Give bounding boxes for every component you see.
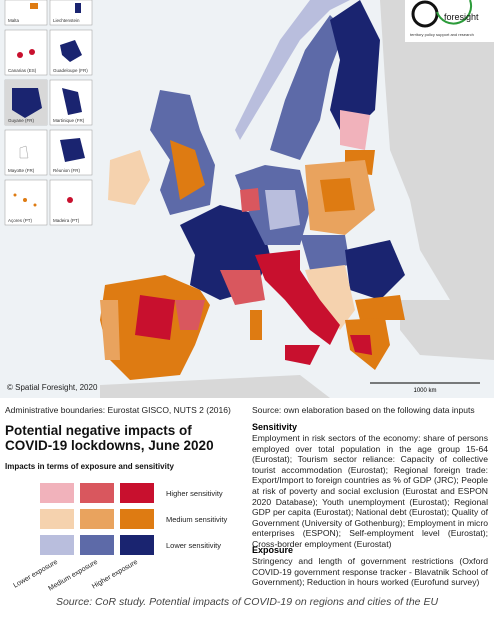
region: [170, 140, 205, 200]
legend-row-label: Higher sensitivity: [166, 489, 223, 498]
inset-box: [49, 129, 93, 176]
inset-region: [33, 203, 37, 207]
region: [320, 178, 355, 212]
region: [135, 295, 175, 340]
sensitivity-heading: Sensitivity: [252, 422, 298, 432]
legend-cell: [80, 483, 114, 503]
inset-region: [23, 198, 27, 202]
inset-region: [30, 3, 38, 9]
inset-region: [17, 52, 23, 58]
inset-label: Martinique (FR): [53, 118, 85, 123]
inset-region: [29, 49, 35, 55]
region: [235, 0, 350, 140]
region: [300, 235, 350, 270]
region: [285, 345, 320, 365]
inset-box: [4, 0, 48, 26]
region: [250, 310, 262, 340]
region: [108, 150, 150, 205]
land: [100, 375, 330, 398]
inset-label: Madeira (PT): [53, 218, 80, 223]
legend: Higher sensitivity Medium sensitivity Lo…: [12, 483, 228, 593]
legend-cells: [40, 483, 154, 555]
copyright: © Spatial Foresight, 2020: [7, 383, 98, 392]
region: [265, 190, 300, 230]
region: [330, 0, 380, 140]
exposure-text: Stringency and length of government rest…: [252, 556, 488, 588]
inset-label: Malta: [8, 18, 20, 23]
legend-cell: [80, 509, 114, 529]
title: Potential negative impacts of COVID-19 l…: [5, 423, 214, 453]
region: [240, 188, 260, 212]
inset-box: [4, 179, 48, 226]
caption: Source: CoR study. Potential impacts of …: [55, 596, 439, 608]
legend-cell: [120, 509, 154, 529]
inset-region: [60, 138, 85, 162]
land: [400, 300, 494, 360]
logo-arc: [436, 0, 473, 25]
legend-cell: [120, 483, 154, 503]
sensitivity-text: Employment in risk sectors of the econom…: [252, 433, 488, 549]
inset-region: [67, 197, 73, 203]
region: [175, 300, 205, 330]
inset-region: [13, 193, 17, 197]
region: [305, 265, 355, 330]
exposure-heading: Exposure: [252, 545, 294, 555]
scale-label: 1000 km: [413, 388, 436, 394]
inset-box: [4, 29, 48, 76]
region: [220, 270, 265, 305]
logo-mark: [411, 0, 439, 28]
source-intro: Source: own elaboration based on the fol…: [252, 405, 475, 415]
inset-region: [75, 3, 81, 13]
logo-tagline: territory policy support and research: [410, 32, 474, 37]
legend-cell: [120, 535, 154, 555]
legend-row-label: Lower sensitivity: [166, 541, 221, 550]
logo-name: foresight: [444, 12, 479, 22]
legend-row-label: Medium sensitivity: [166, 515, 228, 524]
region: [350, 335, 372, 355]
region: [100, 300, 120, 360]
boundaries-note: Administrative boundaries: Eurostat GISC…: [5, 405, 231, 415]
region: [340, 110, 370, 150]
region: [270, 15, 345, 160]
region: [355, 295, 405, 320]
inset-region: [19, 145, 29, 159]
land: [380, 0, 494, 300]
legend-cell: [80, 535, 114, 555]
legend-cell: [40, 535, 74, 555]
inset-label: Canarias (ES): [8, 68, 37, 73]
insets: Malta Liechtenstein Canarias (ES) Guadel…: [4, 0, 93, 226]
inset-region: [62, 88, 82, 115]
map: Malta Liechtenstein Canarias (ES) Guadel…: [0, 0, 494, 398]
inset-label: Guyane (FR): [8, 118, 35, 123]
region: [345, 240, 405, 300]
legend-cell: [40, 483, 74, 503]
inset-region: [60, 40, 82, 62]
inset-label: Açores (PT): [8, 218, 33, 223]
legend-cell: [40, 509, 74, 529]
inset-label: Réunion (FR): [53, 168, 81, 173]
region: [255, 250, 340, 345]
inset-label: Mayotte (FR): [8, 168, 35, 173]
inset-label: Guadeloupe (FR): [53, 68, 88, 73]
inset-region: [12, 88, 42, 118]
inset-label: Liechtenstein: [53, 18, 80, 23]
legend-title: Impacts in terms of exposure and sensiti…: [5, 462, 174, 471]
inset-box: [49, 0, 93, 26]
